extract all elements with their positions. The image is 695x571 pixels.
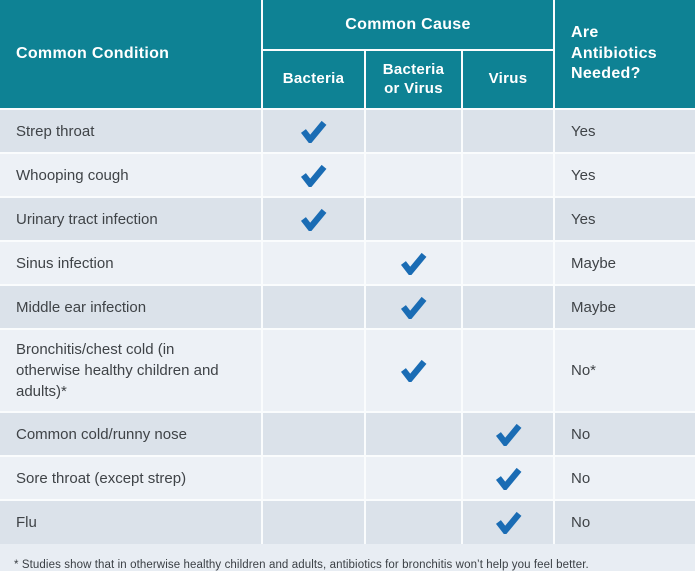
table-body: Strep throat Yes Whooping cough Yes Urin…	[0, 108, 695, 544]
check-icon	[495, 423, 522, 446]
condition-cell: Bronchitis/chest cold (in otherwise heal…	[0, 328, 263, 413]
bacteria-cell	[261, 411, 366, 457]
check-icon	[495, 511, 522, 534]
column-header-antibiotics-needed: Are Antibiotics Needed?	[553, 0, 695, 110]
virus-cell	[461, 152, 555, 198]
bacteria-or-virus-cell	[364, 499, 463, 544]
bacteria-or-virus-cell	[364, 240, 463, 286]
answer-cell: No	[553, 455, 695, 501]
bacteria-cell	[261, 328, 366, 413]
answer-cell: No	[553, 499, 695, 544]
bacteria-or-virus-cell	[364, 328, 463, 413]
condition-cell: Whooping cough	[0, 152, 263, 198]
column-header-bacteria: Bacteria	[262, 49, 366, 110]
table-row: Middle ear infection Maybe	[0, 284, 695, 330]
condition-cell: Common cold/runny nose	[0, 411, 263, 457]
bacteria-cell	[261, 499, 366, 544]
table-row: Common cold/runny nose No	[0, 411, 695, 457]
condition-cell: Strep throat	[0, 108, 263, 154]
answer-cell: Yes	[553, 152, 695, 198]
answer-cell: No	[553, 411, 695, 457]
virus-cell	[461, 499, 555, 544]
virus-cell	[461, 455, 555, 501]
condition-cell: Sore throat (except strep)	[0, 455, 263, 501]
answer-cell: Yes	[553, 108, 695, 154]
column-header-virus: Virus	[461, 49, 554, 110]
header-row-sub: Bacteria Bacteria or Virus Virus	[0, 49, 695, 110]
answer-cell: Maybe	[553, 284, 695, 330]
header-row-top: Common Condition Common Cause Are Antibi…	[0, 0, 695, 110]
bacteria-cell	[261, 240, 366, 286]
table-row: Urinary tract infection Yes	[0, 196, 695, 242]
virus-cell	[461, 240, 555, 286]
bacteria-or-virus-cell	[364, 284, 463, 330]
virus-cell	[461, 328, 555, 413]
antibiotics-table: Common Condition Common Cause Are Antibi…	[0, 0, 695, 544]
condition-cell: Urinary tract infection	[0, 196, 263, 242]
column-header-bacteria-or-virus: Bacteria or Virus	[364, 49, 463, 110]
bacteria-cell	[261, 108, 366, 154]
condition-cell: Middle ear infection	[0, 284, 263, 330]
condition-cell: Flu	[0, 499, 263, 544]
answer-cell: No*	[553, 328, 695, 413]
column-group-common-cause: Common Cause	[261, 0, 555, 51]
table-header: Common Condition Common Cause Are Antibi…	[0, 0, 695, 110]
check-icon	[495, 467, 522, 490]
check-icon	[400, 359, 427, 382]
bacteria-or-virus-cell	[364, 152, 463, 198]
table-row: Strep throat Yes	[0, 108, 695, 154]
answer-cell: Yes	[553, 196, 695, 242]
bacteria-or-virus-cell	[364, 108, 463, 154]
bacteria-cell	[261, 284, 366, 330]
check-icon	[300, 120, 327, 143]
check-icon	[300, 208, 327, 231]
answer-cell: Maybe	[553, 240, 695, 286]
virus-cell	[461, 196, 555, 242]
virus-cell	[461, 108, 555, 154]
footnote: * Studies show that in otherwise healthy…	[0, 544, 695, 571]
table-row: Sinus infection Maybe	[0, 240, 695, 286]
bacteria-cell	[261, 152, 366, 198]
virus-cell	[461, 284, 555, 330]
virus-cell	[461, 411, 555, 457]
bacteria-cell	[261, 455, 366, 501]
condition-cell: Sinus infection	[0, 240, 263, 286]
table-row: Sore throat (except strep) No	[0, 455, 695, 501]
bacteria-or-virus-cell	[364, 196, 463, 242]
table-row: Whooping cough Yes	[0, 152, 695, 198]
bacteria-or-virus-cell	[364, 411, 463, 457]
check-icon	[300, 164, 327, 187]
column-header-common-condition: Common Condition	[0, 0, 263, 110]
check-icon	[400, 296, 427, 319]
table-row: Flu No	[0, 499, 695, 544]
bacteria-cell	[261, 196, 366, 242]
check-icon	[400, 252, 427, 275]
bacteria-or-virus-cell	[364, 455, 463, 501]
table-row: Bronchitis/chest cold (in otherwise heal…	[0, 328, 695, 413]
